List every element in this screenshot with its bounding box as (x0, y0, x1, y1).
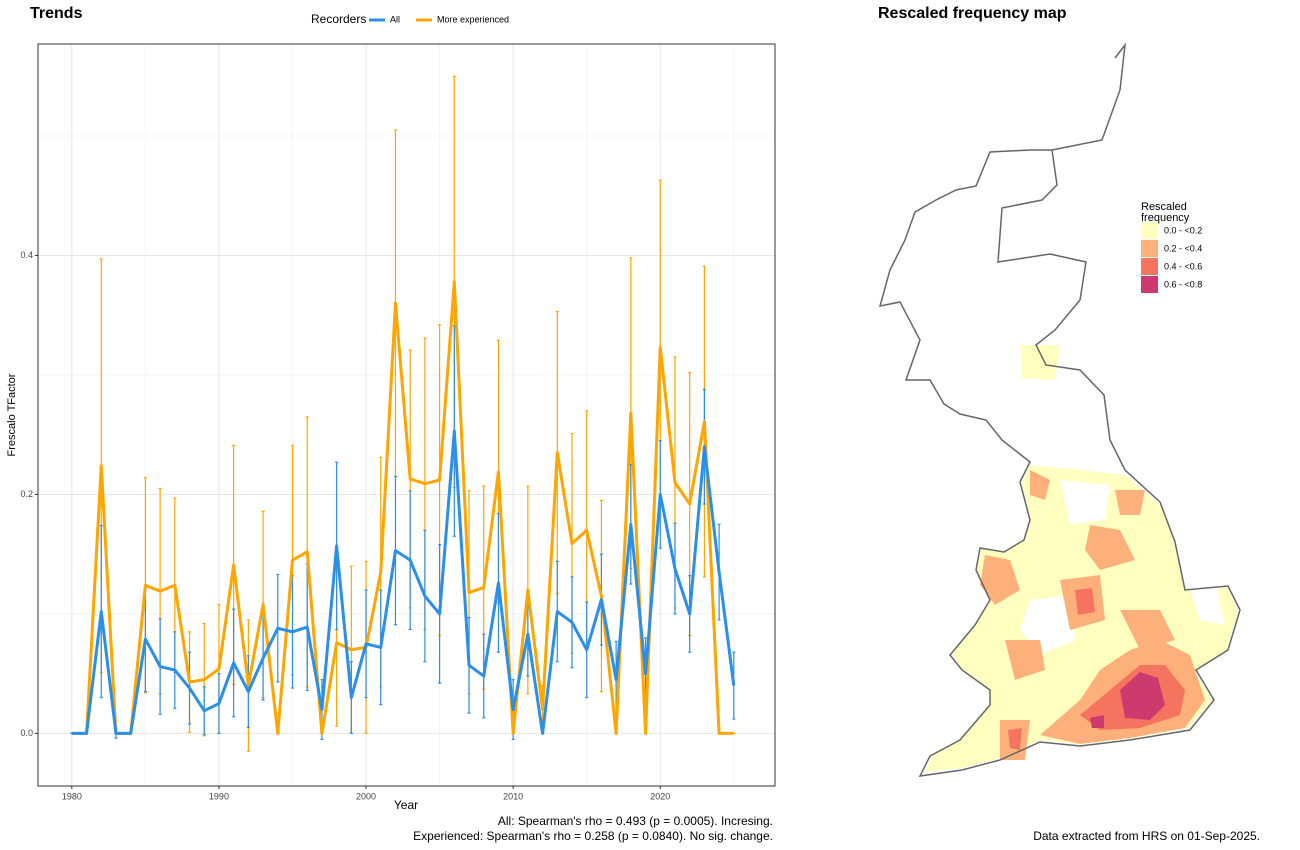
map-band (980, 555, 1020, 605)
map-legend-title: Rescaled (1141, 201, 1187, 213)
map (878, 42, 1241, 777)
series-line (71, 280, 734, 735)
map-gap (1180, 560, 1225, 625)
footnote: Data extracted from HRS on 01-Sep-2025. (1033, 829, 1260, 843)
x-tick-label: 1980 (62, 791, 82, 801)
map-legend-label: 0.6 - <0.8 (1164, 279, 1202, 289)
map-band (1120, 672, 1165, 720)
legend-label: More experienced (437, 14, 509, 24)
y-tick-label: 0.4 (20, 250, 33, 260)
y-tick-label: 0.0 (20, 728, 33, 738)
map-gap (1060, 480, 1110, 525)
map-band (1115, 490, 1145, 515)
legend-title: Recorders (311, 12, 366, 26)
series-line (71, 429, 736, 735)
map-legend-swatch (1141, 240, 1158, 257)
map-band (1090, 715, 1104, 728)
map-legend-label: 0.2 - <0.4 (1164, 243, 1202, 253)
map-legend-label: 0.4 - <0.6 (1164, 261, 1202, 271)
legend-label: All (390, 14, 400, 24)
error-bar (732, 651, 736, 720)
x-tick-label: 2010 (503, 791, 523, 801)
map-band (1005, 640, 1045, 680)
y-tick-label: 0.2 (20, 489, 33, 499)
y-axis-label: Frescalo TFactor (6, 373, 18, 456)
x-axis-label: Year (394, 798, 418, 812)
chart-title: Trends (30, 5, 83, 22)
map-legend-title: frequency (1141, 212, 1190, 224)
annotation: Experienced: Spearman's rho = 0.258 (p =… (413, 829, 773, 843)
map-legend-label: 0.0 - <0.2 (1164, 225, 1202, 235)
map-legend-swatch (1141, 222, 1158, 239)
map-band (1075, 588, 1095, 615)
map-band (1085, 525, 1135, 570)
map-band (1030, 470, 1050, 500)
map-legend-swatch (1141, 258, 1158, 275)
x-tick-label: 1990 (209, 791, 229, 801)
map-band (1120, 610, 1175, 650)
map-title: Rescaled frequency map (878, 5, 1067, 22)
coastline (878, 42, 1241, 777)
x-tick-label: 2000 (356, 791, 376, 801)
x-tick-label: 2020 (650, 791, 670, 801)
map-legend-swatch (1141, 276, 1158, 293)
annotation: All: Spearman's rho = 0.493 (p = 0.0005)… (498, 814, 773, 828)
plot-frame (37, 43, 776, 787)
map-fill (1020, 345, 1060, 380)
map-band (1008, 728, 1022, 750)
